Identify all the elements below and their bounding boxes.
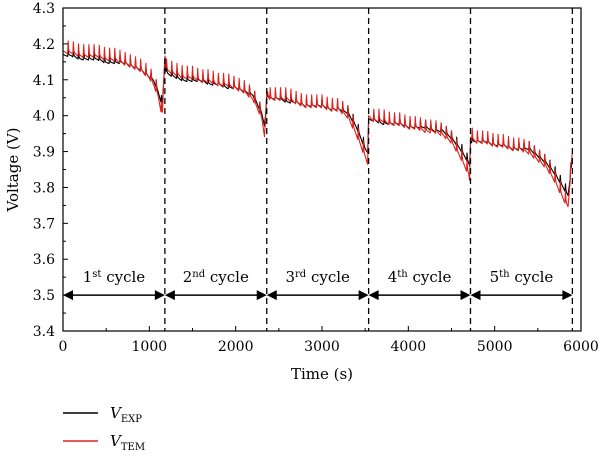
x-tick-label: 4000 — [391, 339, 427, 355]
y-tick-label: 3.6 — [33, 252, 55, 268]
cycle-word: cycle — [101, 268, 145, 286]
x-tick-label: 3000 — [304, 339, 340, 355]
legend-label-exp: VEXP — [110, 404, 142, 425]
y-tick-label: 4.3 — [33, 1, 55, 17]
cycle-number: 5 — [490, 268, 500, 286]
cycle-suffix: th — [397, 269, 408, 280]
cycle-suffix: th — [499, 269, 510, 280]
x-tick-label: 5000 — [477, 339, 513, 355]
cycle-suffix: rd — [295, 269, 307, 280]
cycle-dividers — [164, 8, 574, 331]
cycle-arrowhead-left — [470, 290, 481, 301]
legend-subscript: TEM — [121, 442, 145, 453]
cycle-number: 3 — [285, 268, 295, 286]
series-traces — [62, 40, 573, 208]
series-line-tem — [62, 40, 573, 208]
cycle-label: 1st cycle — [83, 268, 146, 286]
x-tick-label: 0 — [59, 339, 68, 355]
legend-main: V — [110, 432, 123, 450]
legend-main: V — [110, 404, 123, 422]
cycle-label: 2nd cycle — [183, 268, 249, 286]
cycle-label: 5th cycle — [490, 268, 554, 286]
x-tick-label: 6000 — [563, 339, 599, 355]
y-tick-label: 4.2 — [33, 37, 55, 53]
cycle-word: cycle — [306, 268, 350, 286]
y-tick-label: 3.9 — [33, 145, 55, 161]
x-tick-label: 1000 — [132, 339, 168, 355]
cycle-arrowhead-right — [358, 290, 369, 301]
cycle-arrowhead-left — [266, 290, 277, 301]
cycle-suffix: nd — [192, 269, 205, 280]
cycle-suffix: st — [92, 269, 101, 280]
cycle-arrowhead-left — [368, 290, 379, 301]
cycle-number: 1 — [83, 268, 93, 286]
x-axis-ticks: 0 1000 2000 3000 4000 5000 6000 — [59, 326, 599, 355]
y-tick-label: 3.7 — [33, 216, 55, 232]
cycle-arrows — [63, 290, 573, 301]
y-axis-title: Voltage (V) — [4, 127, 22, 212]
x-tick-label: 2000 — [218, 339, 254, 355]
legend-subscript: EXP — [121, 414, 142, 425]
cycle-number: 2 — [183, 268, 193, 286]
legend-label-tem: VTEM — [110, 432, 145, 453]
cycle-arrowhead-right — [256, 290, 267, 301]
y-tick-label: 3.4 — [33, 324, 55, 340]
cycle-word: cycle — [408, 268, 452, 286]
x-axis-title: Time (s) — [291, 365, 353, 383]
cycle-word: cycle — [510, 268, 554, 286]
y-tick-label: 3.8 — [33, 180, 55, 196]
y-tick-label: 4.1 — [33, 73, 55, 89]
cycle-arrowhead-right — [562, 290, 573, 301]
cycle-word: cycle — [205, 268, 249, 286]
y-axis-ticks: 3.4 3.5 3.6 3.7 3.8 3.9 4.0 4.1 4.2 4.3 — [33, 1, 68, 340]
y-tick-label: 3.5 — [33, 288, 55, 304]
cycle-arrowhead-left — [164, 290, 175, 301]
cycle-label: 4th cycle — [388, 268, 452, 286]
cycle-labels: 1st cycle 2nd cycle 3rd cycle 4th cycle 5th … — [83, 268, 554, 286]
cycle-label: 3rd cycle — [285, 268, 350, 286]
y-tick-label: 4.0 — [33, 109, 55, 125]
cycle-arrowhead-right — [154, 290, 165, 301]
cycle-number: 4 — [388, 268, 398, 286]
cycle-arrowhead-right — [460, 290, 471, 301]
